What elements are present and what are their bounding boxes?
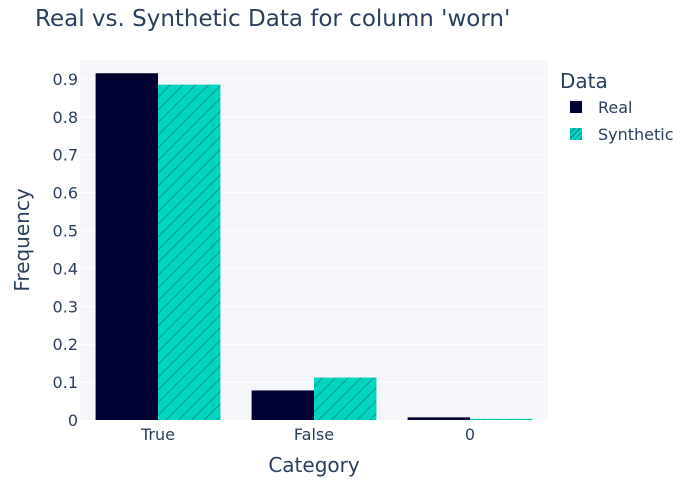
x-axis-title: Category [268, 453, 360, 477]
y-tick-label: 0.4 [53, 259, 78, 278]
legend-swatch-synthetic [570, 128, 582, 140]
bar-real-true[interactable] [95, 73, 158, 421]
legend-title: Data [560, 69, 608, 93]
y-tick-label: 0.3 [53, 297, 78, 316]
bars [95, 73, 533, 421]
x-tick-labels: True False 0 [140, 425, 475, 444]
bar-synthetic-true[interactable] [158, 84, 221, 420]
y-tick-label: 0.1 [53, 373, 78, 392]
y-axis-title: Frequency [10, 188, 34, 292]
y-tick-label: 0.6 [53, 184, 78, 203]
bar-synthetic-false[interactable] [314, 377, 377, 420]
y-tick-label: 0.5 [53, 222, 78, 241]
y-tick-label: 0.7 [53, 146, 78, 165]
x-tick-label: True [140, 425, 175, 444]
y-tick-label: 0.9 [53, 70, 78, 89]
legend-item-real[interactable]: Real [570, 97, 633, 117]
bar-synthetic-0[interactable] [470, 418, 533, 420]
legend-label-real: Real [598, 97, 633, 117]
chart-title: Real vs. Synthetic Data for column 'worn… [35, 6, 511, 32]
y-tick-label: 0 [68, 411, 78, 430]
legend-label-synthetic: Synthetic [598, 124, 674, 144]
x-tick-label: False [294, 425, 334, 444]
bar-real-0[interactable] [407, 417, 470, 420]
bar-real-false[interactable] [251, 390, 314, 420]
y-tick-label: 0.8 [53, 108, 78, 127]
y-tick-labels: 0 0.1 0.2 0.3 0.4 0.5 0.6 0.7 0.8 0.9 [53, 70, 78, 430]
y-tick-label: 0.2 [53, 335, 78, 354]
legend-swatch-real [570, 101, 582, 113]
x-tick-label: 0 [465, 425, 475, 444]
legend-item-synthetic[interactable]: Synthetic [570, 124, 674, 144]
